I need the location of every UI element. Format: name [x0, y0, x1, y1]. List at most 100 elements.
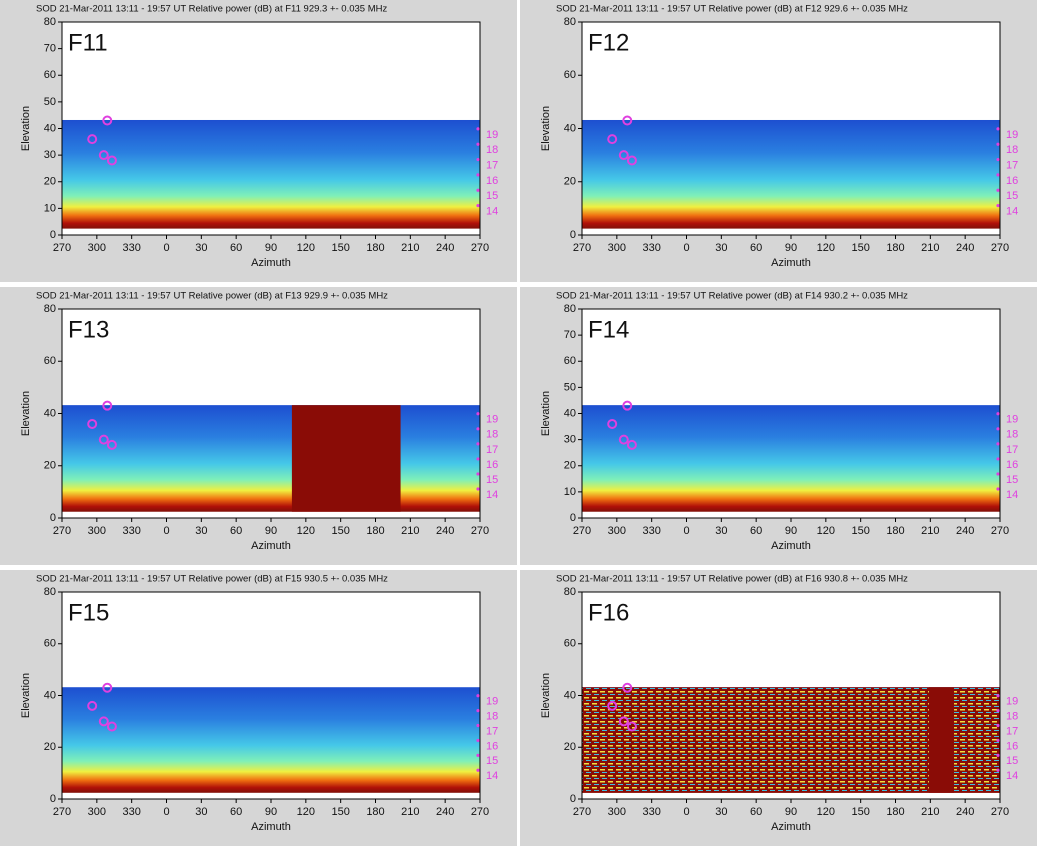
side-label: 17 [1006, 444, 1018, 456]
y-tick-label: 60 [564, 638, 576, 650]
side-label: 15 [486, 755, 498, 767]
heatmap-image [62, 119, 480, 229]
y-tick-label: 80 [564, 586, 576, 598]
x-tick-label: 30 [195, 806, 207, 818]
side-dot [996, 188, 1000, 192]
y-tick-label: 40 [44, 122, 56, 134]
side-dot [996, 487, 1000, 491]
y-tick-label: 0 [50, 512, 56, 524]
x-tick-label: 240 [436, 525, 454, 537]
x-tick-label: 0 [163, 525, 169, 537]
x-tick-label: 120 [817, 806, 835, 818]
x-tick-label: 120 [297, 806, 315, 818]
y-tick-label: 0 [570, 229, 576, 241]
marker [607, 418, 618, 429]
side-dot [996, 723, 1000, 728]
side-dot [476, 412, 480, 416]
marker [618, 150, 629, 161]
side-dot [476, 768, 480, 772]
x-tick-label: 330 [642, 242, 660, 254]
side-dot [996, 738, 1000, 743]
side-dot [996, 709, 1000, 713]
x-tick-label: 0 [163, 242, 169, 254]
y-tick-label: 0 [570, 512, 576, 524]
side-dot [476, 738, 480, 743]
x-tick-label: 330 [122, 806, 140, 818]
x-tick-label: 210 [401, 525, 419, 537]
x-tick-label: 0 [683, 242, 689, 254]
x-tick-label: 300 [608, 525, 626, 537]
x-axis-label: Azimuth [771, 257, 811, 269]
x-tick-label: 30 [715, 242, 727, 254]
side-dot [476, 472, 480, 476]
x-tick-label: 270 [53, 806, 71, 818]
panel-title: SOD 21-Mar-2011 13:11 - 19:57 UT Relativ… [36, 291, 388, 302]
x-tick-label: 180 [886, 525, 904, 537]
panel-label: F16 [588, 599, 629, 626]
marker [106, 155, 117, 166]
y-tick-label: 80 [44, 16, 56, 28]
x-tick-label: 270 [471, 806, 489, 818]
x-tick-label: 60 [750, 806, 762, 818]
panel: SOD 21-Mar-2011 13:11 - 19:57 UT Relativ… [520, 570, 1037, 846]
x-tick-label: 210 [401, 242, 419, 254]
y-tick-label: 0 [50, 229, 56, 241]
side-label: 14 [486, 205, 498, 217]
y-tick-label: 20 [44, 460, 56, 472]
side-label: 15 [486, 190, 498, 202]
y-tick-label: 20 [44, 176, 56, 188]
x-tick-label: 120 [817, 242, 835, 254]
side-label: 14 [1006, 489, 1018, 501]
side-dot [996, 157, 1000, 162]
side-label: 15 [1006, 755, 1018, 767]
y-tick-label: 40 [564, 407, 576, 419]
x-tick-label: 180 [366, 806, 384, 818]
x-tick-label: 90 [265, 525, 277, 537]
x-tick-label: 60 [230, 525, 242, 537]
side-dot [476, 203, 480, 208]
side-label: 16 [1006, 740, 1018, 752]
y-tick-label: 10 [44, 202, 56, 214]
y-tick-label: 0 [50, 793, 56, 805]
x-tick-label: 210 [921, 525, 939, 537]
marker [102, 682, 113, 693]
side-dot [476, 694, 480, 698]
x-tick-label: 90 [265, 806, 277, 818]
x-tick-label: 180 [886, 242, 904, 254]
y-axis-label: Elevation [540, 106, 552, 151]
x-tick-label: 0 [163, 806, 169, 818]
heatmap-image [62, 405, 480, 512]
y-tick-label: 20 [564, 460, 576, 472]
x-tick-label: 180 [366, 525, 384, 537]
x-tick-label: 330 [642, 806, 660, 818]
y-axis-label: Elevation [20, 391, 32, 436]
x-tick-label: 210 [921, 806, 939, 818]
panel: SOD 21-Mar-2011 13:11 - 19:57 UT Relativ… [0, 287, 517, 565]
panel: SOD 21-Mar-2011 13:11 - 19:57 UT Relativ… [0, 570, 517, 846]
y-tick-label: 10 [564, 486, 576, 498]
x-tick-label: 270 [573, 242, 591, 254]
x-tick-label: 270 [991, 525, 1009, 537]
y-tick-label: 80 [564, 303, 576, 315]
side-dot [996, 768, 1000, 772]
x-tick-label: 150 [331, 242, 349, 254]
side-dot [476, 157, 480, 162]
side-dot [996, 203, 1000, 208]
x-tick-label: 90 [785, 806, 797, 818]
x-tick-label: 180 [366, 242, 384, 254]
side-label: 19 [486, 414, 498, 426]
marker [618, 434, 629, 445]
side-label: 17 [486, 444, 498, 456]
side-label: 16 [486, 175, 498, 187]
y-tick-label: 60 [44, 355, 56, 367]
x-tick-label: 0 [683, 806, 689, 818]
side-label: 17 [1006, 725, 1018, 737]
side-label: 18 [1006, 429, 1018, 441]
x-tick-label: 330 [122, 242, 140, 254]
side-label: 19 [486, 129, 498, 141]
x-tick-label: 300 [88, 525, 106, 537]
x-tick-label: 270 [471, 525, 489, 537]
y-axis-label: Elevation [20, 106, 32, 151]
side-label: 17 [486, 725, 498, 737]
side-label: 18 [486, 429, 498, 441]
